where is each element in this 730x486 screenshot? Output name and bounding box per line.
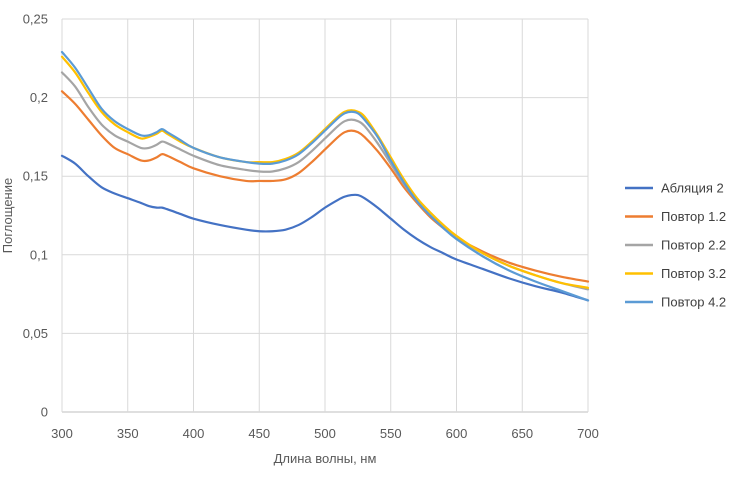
- legend-label: Повтор 3.2: [661, 266, 726, 281]
- series-line-3: [60, 71, 590, 291]
- y-tick-label: 0,05: [23, 326, 48, 341]
- legend: Абляция 2 Повтор 1.2 Повтор 2.2 Повтор 3.2 П…: [625, 181, 726, 310]
- y-tick-label: 0,2: [30, 90, 48, 105]
- y-axis-ticks: 0 0,05 0,1 0,15 0,2 0,25: [23, 12, 48, 420]
- series-line-1: [60, 154, 590, 302]
- x-axis-title: Длина волны, нм: [274, 451, 377, 466]
- series-line-5: [60, 50, 590, 302]
- x-tick-label: 650: [511, 426, 533, 441]
- x-tick-label: 500: [314, 426, 336, 441]
- y-tick-label: 0,15: [23, 169, 48, 184]
- series-lines: [60, 50, 590, 302]
- x-tick-label: 400: [183, 426, 205, 441]
- x-tick-label: 700: [577, 426, 599, 441]
- y-axis-title: Поглощение: [0, 178, 15, 253]
- x-tick-label: 550: [380, 426, 402, 441]
- y-tick-label: 0,1: [30, 247, 48, 262]
- plot-grid: [61, 18, 589, 413]
- legend-label: Повтор 4.2: [661, 295, 726, 310]
- x-tick-label: 450: [248, 426, 270, 441]
- legend-label: Абляция 2: [661, 181, 724, 196]
- y-tick-label: 0,25: [23, 12, 48, 27]
- x-tick-label: 300: [51, 426, 73, 441]
- x-axis-ticks: 300 350 400 450 500 550 600 650 700: [51, 426, 599, 441]
- series-line-4: [60, 55, 590, 289]
- y-tick-label: 0: [41, 405, 48, 420]
- legend-label: Повтор 1.2: [661, 209, 726, 224]
- x-tick-label: 350: [117, 426, 139, 441]
- legend-label: Повтор 2.2: [661, 238, 726, 253]
- x-tick-label: 600: [446, 426, 468, 441]
